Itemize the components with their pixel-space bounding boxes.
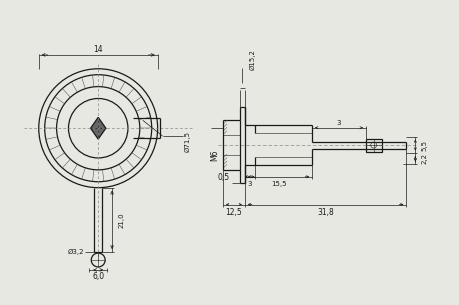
Text: 5,5: 5,5 <box>421 140 427 151</box>
Text: 14: 14 <box>93 45 103 55</box>
Text: Ø15,2: Ø15,2 <box>249 49 255 70</box>
Text: 31,8: 31,8 <box>317 208 334 217</box>
Text: 21,0: 21,0 <box>119 212 125 228</box>
Polygon shape <box>90 117 106 139</box>
Text: 3: 3 <box>337 120 341 126</box>
Text: Ø3,2: Ø3,2 <box>68 249 84 255</box>
Text: 2,2: 2,2 <box>421 153 427 164</box>
Text: Ø71,5: Ø71,5 <box>185 131 190 152</box>
Text: 15,5: 15,5 <box>271 181 286 187</box>
Text: 0,5: 0,5 <box>218 173 230 182</box>
Text: 3: 3 <box>247 181 252 187</box>
Text: M6: M6 <box>211 149 220 161</box>
Text: 6,0: 6,0 <box>92 272 104 281</box>
Text: 12,5: 12,5 <box>225 208 242 217</box>
